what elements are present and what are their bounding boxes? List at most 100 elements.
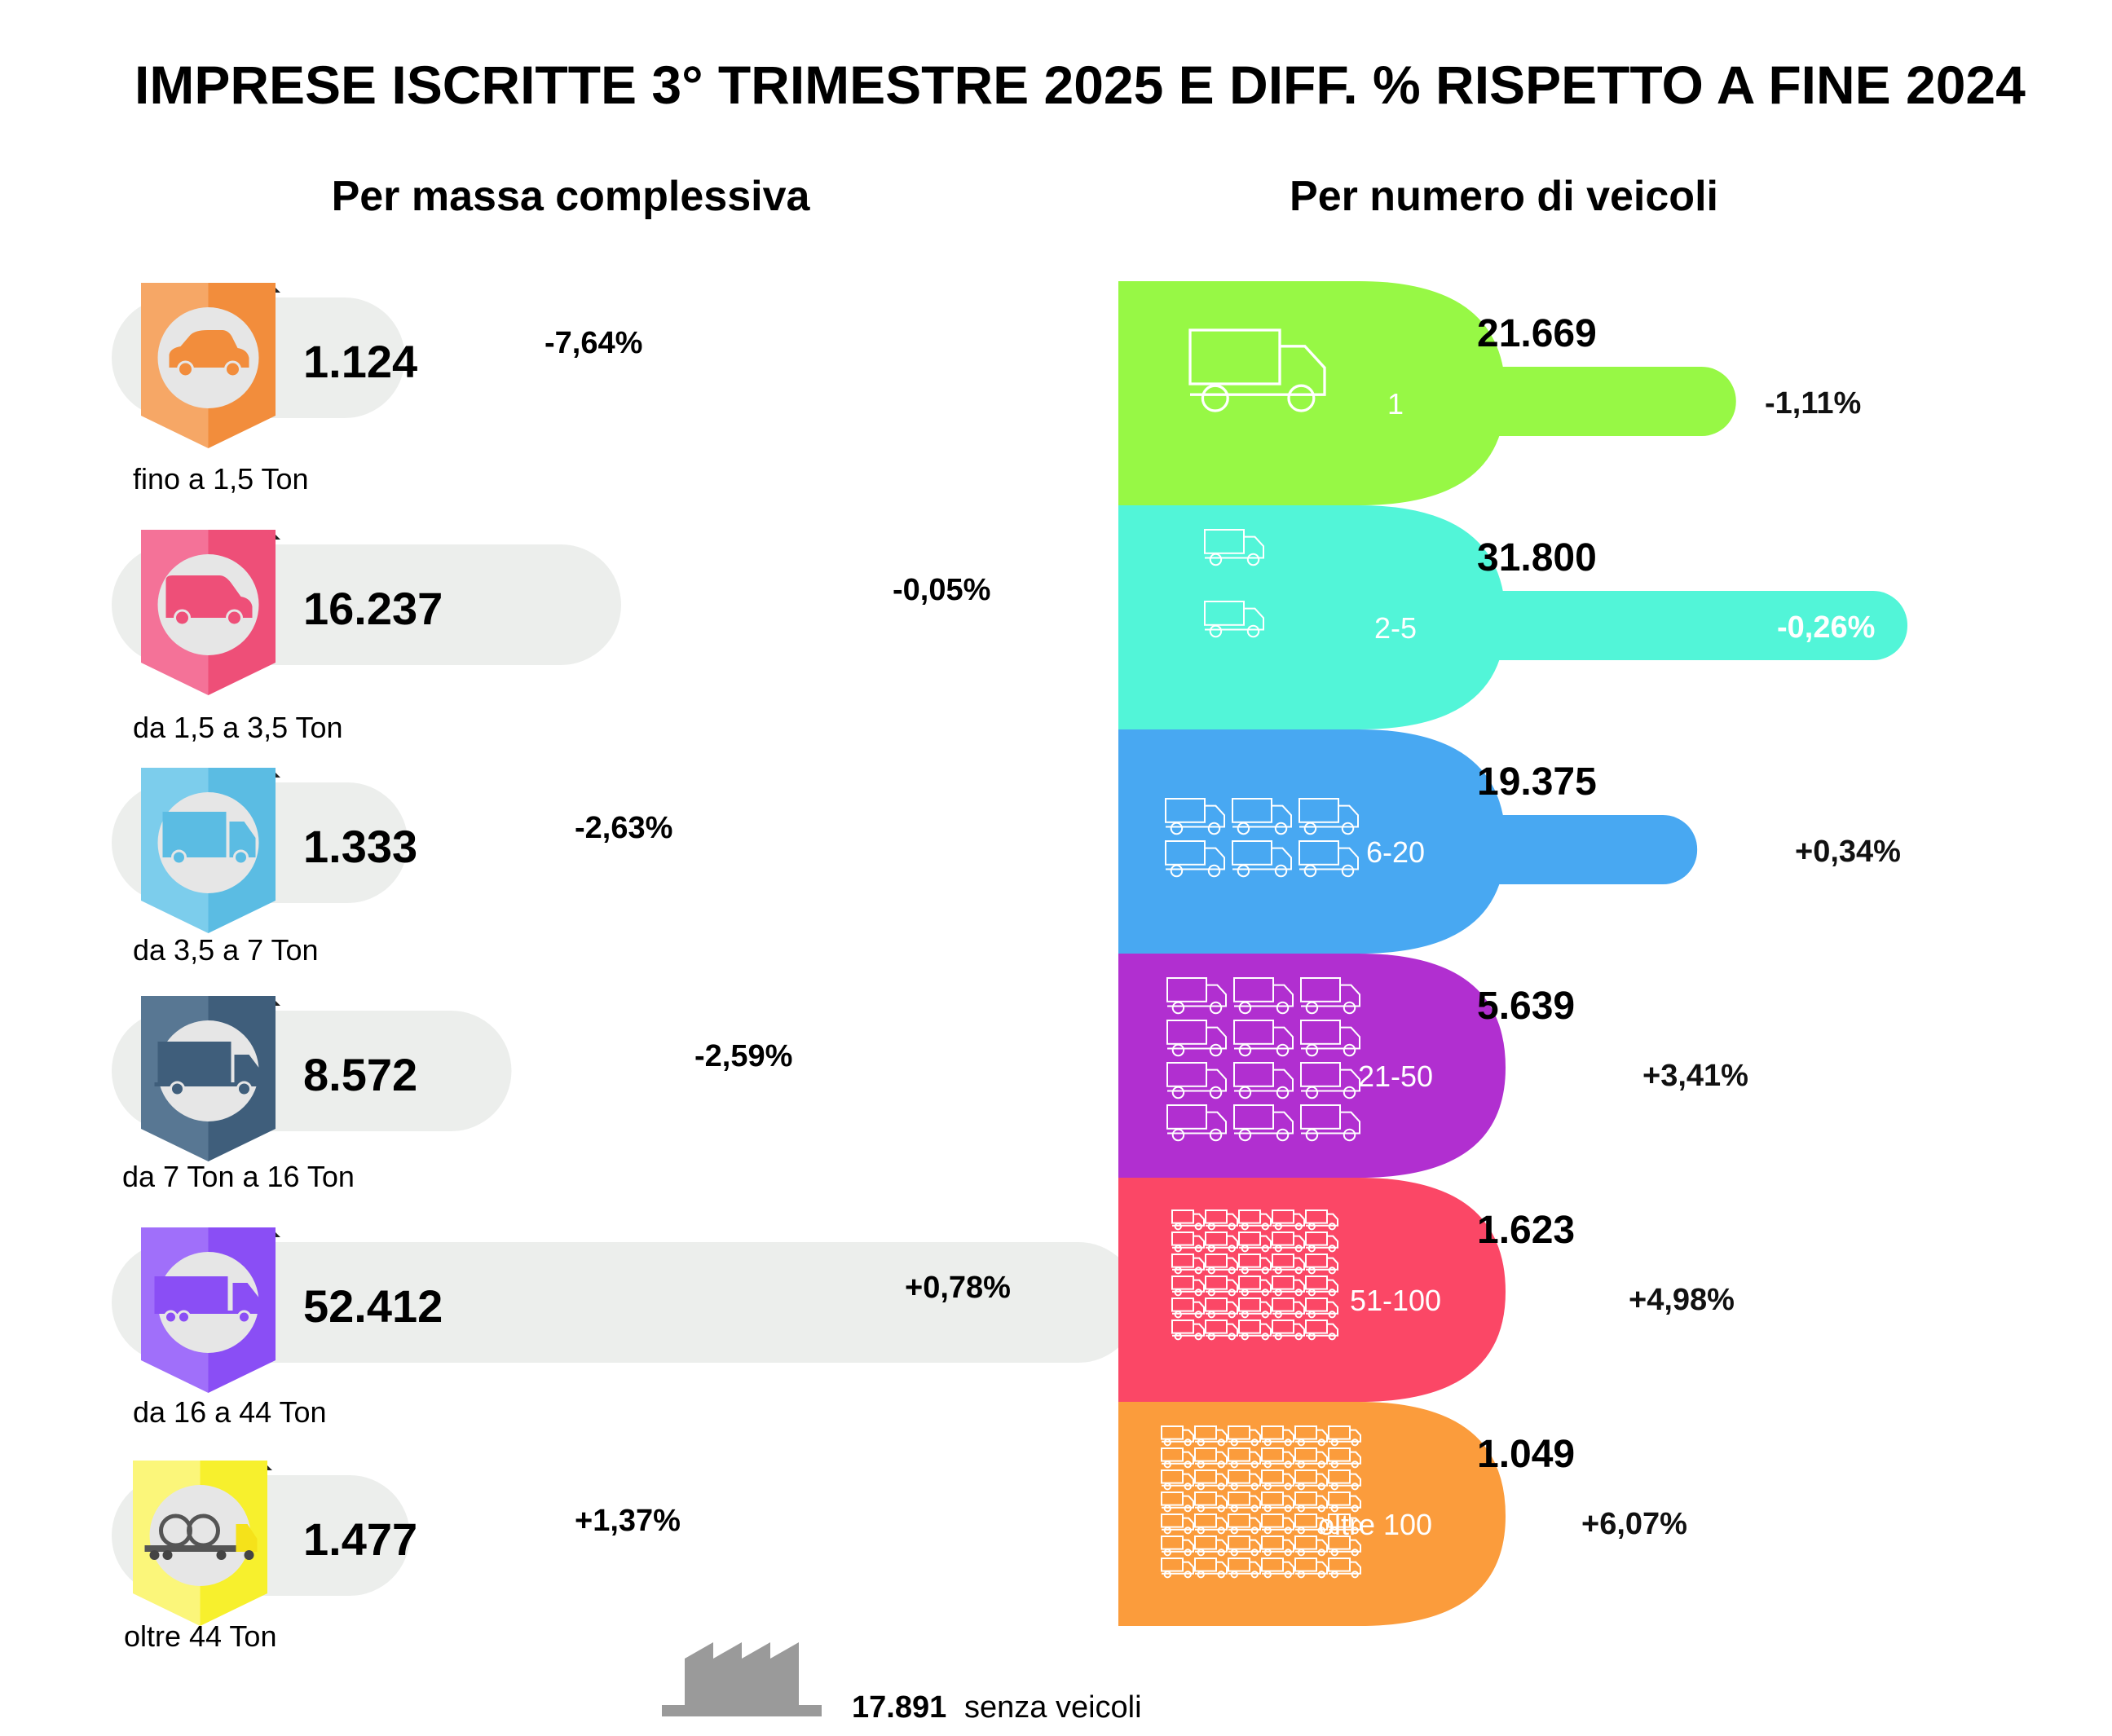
truck-wheel bbox=[1228, 1289, 1236, 1297]
truck-wheel bbox=[1250, 1461, 1259, 1469]
value-label: 21.669 bbox=[1477, 312, 1597, 355]
truck-wheel bbox=[1330, 1483, 1338, 1491]
truck-cab bbox=[1327, 1257, 1338, 1271]
truck-wheel bbox=[1294, 1245, 1303, 1253]
truck-box bbox=[1228, 1425, 1250, 1440]
truck-cab bbox=[1272, 804, 1292, 828]
truck-wheel bbox=[1228, 1333, 1236, 1341]
truck-wheel bbox=[1250, 1505, 1259, 1513]
truck-box bbox=[1161, 1536, 1184, 1550]
mass-row: 52.412 +0,78% da 16 a 44 Ton bbox=[112, 1227, 1139, 1429]
truck-wheel bbox=[1163, 1527, 1171, 1535]
truck-box bbox=[1261, 1536, 1284, 1550]
diff-label: -7,64% bbox=[545, 326, 642, 360]
truck-box bbox=[1328, 1558, 1351, 1572]
footer-value: 17.891 bbox=[852, 1690, 946, 1725]
truck-cab bbox=[1350, 1429, 1361, 1443]
diff-label: -0,05% bbox=[893, 573, 990, 607]
truck-box bbox=[1300, 1104, 1341, 1130]
truck-cab bbox=[1340, 1111, 1360, 1135]
truck-box bbox=[1171, 1254, 1194, 1268]
truck-box bbox=[1228, 1447, 1250, 1462]
truck-cab bbox=[1206, 984, 1227, 1007]
truck-cab bbox=[1327, 1235, 1338, 1249]
truck-wheel bbox=[1207, 1267, 1215, 1275]
icon-part bbox=[154, 1276, 228, 1311]
count-row: 2-5 31.800 -0,26% bbox=[1118, 505, 1907, 729]
truck-box bbox=[1328, 1447, 1351, 1462]
truck-cab bbox=[1250, 1451, 1261, 1465]
truck-cab bbox=[1350, 1539, 1361, 1553]
truck-wheel bbox=[1317, 1483, 1325, 1491]
diff-label: -2,63% bbox=[575, 811, 672, 845]
truck-wheel bbox=[1328, 1333, 1336, 1341]
truck-wheel bbox=[1294, 1289, 1303, 1297]
truck-cab bbox=[1216, 1473, 1228, 1487]
truck-cab bbox=[1260, 1279, 1272, 1293]
truck-box bbox=[1194, 1469, 1217, 1484]
truck-cab bbox=[1216, 1539, 1228, 1553]
truck-cab bbox=[1193, 1301, 1205, 1315]
truck-cab bbox=[1350, 1495, 1361, 1509]
truck-icon-group bbox=[1166, 977, 1360, 1142]
truck-wheel bbox=[1261, 1311, 1269, 1319]
wheel bbox=[177, 1310, 191, 1324]
bar-joint bbox=[1400, 1263, 1481, 1333]
value-label: 8.572 bbox=[303, 1049, 417, 1100]
truck-cab bbox=[1183, 1539, 1194, 1553]
truck-wheel bbox=[1261, 1267, 1269, 1275]
truck-wheel bbox=[1207, 822, 1221, 835]
truck-wheel bbox=[1317, 1439, 1325, 1447]
diff-label: -1,11% bbox=[1765, 386, 1861, 421]
truck-cab bbox=[1283, 1473, 1294, 1487]
truck-cab bbox=[1294, 1235, 1305, 1249]
truck-wheel bbox=[1274, 1267, 1282, 1275]
truck-cab bbox=[1193, 1213, 1205, 1227]
truck-wheel bbox=[1217, 1439, 1225, 1447]
truck-wheel bbox=[1303, 822, 1317, 835]
truck-cab bbox=[1327, 1213, 1338, 1227]
truck-box bbox=[1233, 1020, 1274, 1045]
truck-wheel bbox=[1317, 1527, 1325, 1535]
count-row: 6-20 19.375 +0,34% bbox=[1118, 729, 1901, 954]
factory-icon bbox=[662, 1642, 822, 1716]
truck-box bbox=[1300, 977, 1341, 1002]
truck-wheel bbox=[1317, 1549, 1325, 1557]
truck-box bbox=[1294, 1536, 1317, 1550]
truck-wheel bbox=[1170, 864, 1184, 878]
truck-box bbox=[1204, 601, 1245, 626]
truck-wheel bbox=[1276, 1086, 1290, 1099]
value-label: 5.639 bbox=[1477, 985, 1575, 1028]
truck-wheel bbox=[1351, 1483, 1359, 1491]
truck-cab bbox=[1227, 1323, 1238, 1337]
truck-wheel bbox=[1194, 1245, 1202, 1253]
truck-wheel bbox=[1170, 822, 1184, 835]
truck-wheel bbox=[1328, 1267, 1336, 1275]
icon-part bbox=[234, 1055, 259, 1082]
truck-box bbox=[1228, 1469, 1250, 1484]
truck-wheel bbox=[1250, 1527, 1259, 1535]
truck-cab bbox=[1294, 1323, 1305, 1337]
truck-cab bbox=[1216, 1495, 1228, 1509]
truck-box bbox=[1205, 1232, 1228, 1246]
truck-wheel bbox=[1305, 1043, 1319, 1057]
category-label: 51-100 bbox=[1350, 1284, 1441, 1317]
truck-wheel bbox=[1307, 1289, 1316, 1297]
value-label: 1.124 bbox=[303, 336, 417, 387]
truck-cab bbox=[1316, 1517, 1328, 1531]
truck-cab bbox=[1316, 1451, 1328, 1465]
bar-joint bbox=[1400, 1039, 1481, 1108]
truck-box bbox=[1171, 1209, 1194, 1224]
diff-label: +0,78% bbox=[905, 1271, 1011, 1305]
truck-wheel bbox=[1230, 1505, 1238, 1513]
truck-wheel bbox=[1341, 822, 1355, 835]
value-label: 52.412 bbox=[303, 1280, 443, 1332]
truck-icon-group bbox=[1188, 328, 1326, 412]
truck-wheel bbox=[1171, 1043, 1185, 1057]
truck-box bbox=[1272, 1276, 1294, 1290]
truck-box bbox=[1171, 1276, 1194, 1290]
truck-wheel bbox=[1194, 1267, 1202, 1275]
truck-wheel bbox=[1217, 1549, 1225, 1557]
left-subtitle: Per massa complessiva bbox=[332, 173, 811, 220]
truck-wheel bbox=[1238, 1086, 1252, 1099]
